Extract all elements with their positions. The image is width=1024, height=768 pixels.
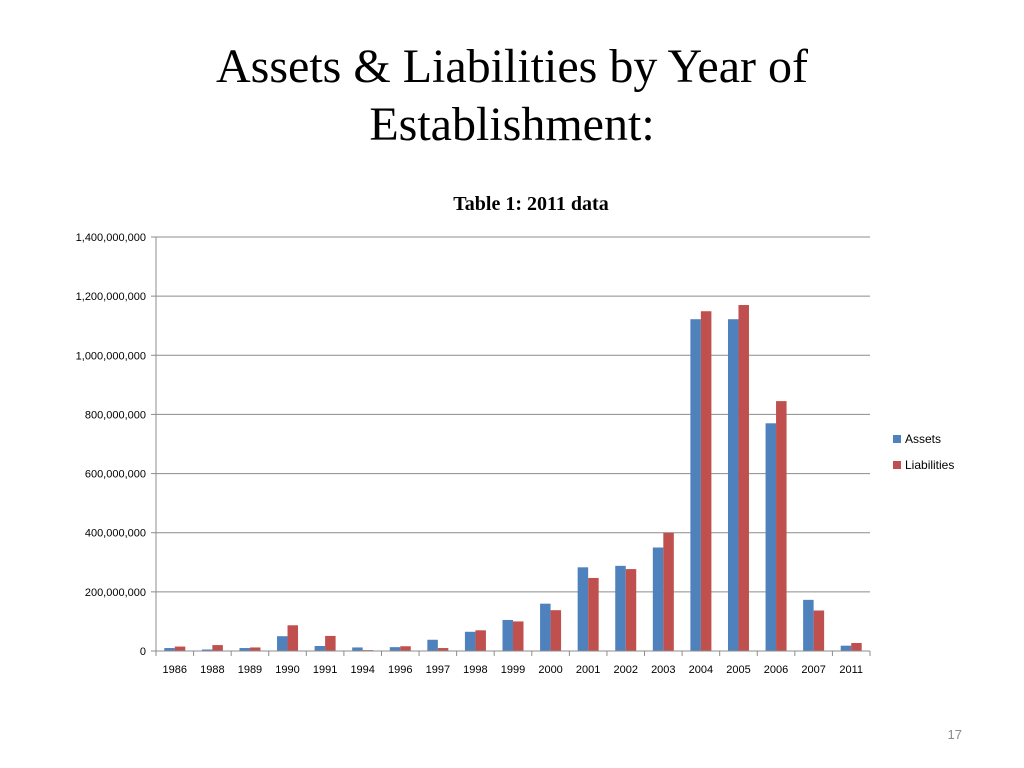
y-tick-label: 1,200,000,000 [76,291,146,303]
bar-assets-2007 [803,599,814,651]
bar-assets-1998 [464,631,476,651]
bar-assets-1989 [239,648,250,651]
bar-liabilities-2002 [625,569,637,651]
y-tick-label: 200,000,000 [85,587,146,599]
bar-assets-2000 [540,603,551,651]
x-tick-label: 2005 [726,664,750,676]
y-tick-label: 1,400,000,000 [76,232,146,244]
bar-assets-1996 [389,647,401,651]
bar-liabilities-1999 [513,621,524,651]
bar-assets-1990 [277,636,288,651]
bar-assets-1997 [427,639,438,651]
bar-assets-1994 [352,647,363,651]
bar-liabilities-1991 [325,635,336,651]
page-number: 17 [947,727,962,742]
x-tick-label: 2000 [538,664,562,676]
bar-liabilities-2004 [700,311,712,651]
x-tick-label: 2002 [613,664,637,676]
x-tick-label: 1996 [388,664,412,676]
bar-assets-2003 [652,547,664,651]
bar-liabilities-1997 [437,648,449,651]
slide-title: Assets & Liabilities by Year of Establis… [0,38,1024,154]
bar-assets-1988 [201,649,213,651]
x-tick-label: 2007 [801,664,825,676]
x-tick-label: 1994 [350,664,374,676]
legend: Assets Liabilities [893,432,954,472]
legend-label-liabilities: Liabilities [905,458,954,472]
bar-assets-2002 [615,565,626,651]
chart-title: Table 1: 2011 data [453,193,609,215]
y-tick-label: 1,000,000,000 [76,350,146,362]
axes: 0 200,000,000 400,000,000 600,000,000 800,00… [76,232,871,676]
x-tick-label: 2001 [576,664,600,676]
bar-liabilities-1990 [287,625,299,651]
bar-liabilities-2006 [776,401,787,651]
slide-title-line-2: Establishment: [369,98,655,151]
legend-swatch-liabilities [893,461,901,469]
y-tick-label: 0 [140,646,146,658]
bar-assets-2004 [690,319,701,651]
bar-liabilities-2007 [813,610,825,651]
legend-swatch-assets [893,435,901,443]
y-tick-label: 400,000,000 [85,528,146,540]
bar-assets-1991 [314,645,326,651]
bar-assets-2001 [577,567,589,651]
x-tick-label: 2004 [689,664,713,676]
bar-liabilities-1996 [400,646,411,651]
bars [164,305,862,651]
bar-liabilities-2011 [851,643,862,651]
x-tick-label: 1988 [200,664,224,676]
y-tick-label: 800,000,000 [85,409,146,421]
bar-assets-2005 [727,319,739,651]
bar-assets-1986 [164,648,175,651]
x-tick-label: 2011 [839,664,863,676]
bar-assets-2006 [765,423,777,651]
bar-liabilities-2003 [663,532,674,651]
x-tick-label: 1986 [163,664,187,676]
legend-label-assets: Assets [905,432,941,446]
bar-liabilities-2005 [738,305,749,651]
bar-liabilities-1989 [249,647,261,651]
bar-liabilities-2000 [550,610,562,651]
x-tick-label: 2006 [764,664,788,676]
bar-assets-1999 [502,619,513,651]
x-tick-label: 1998 [463,664,487,676]
bar-liabilities-1998 [475,630,486,651]
gridlines [156,236,870,593]
y-tick-label: 600,000,000 [85,469,146,481]
bar-liabilities-1986 [174,646,186,651]
bar-liabilities-1988 [212,645,223,651]
x-tick-label: 1991 [313,664,337,676]
x-tick-label: 1997 [426,664,450,676]
x-tick-label: 1999 [501,664,525,676]
slide-title-line-1: Assets & Liabilities by Year of [216,40,808,93]
bar-liabilities-2001 [588,577,599,651]
x-tick-label: 1989 [238,664,262,676]
bar-assets-2011 [840,645,852,651]
x-tick-label: 1990 [275,664,299,676]
x-tick-label: 2003 [651,664,675,676]
